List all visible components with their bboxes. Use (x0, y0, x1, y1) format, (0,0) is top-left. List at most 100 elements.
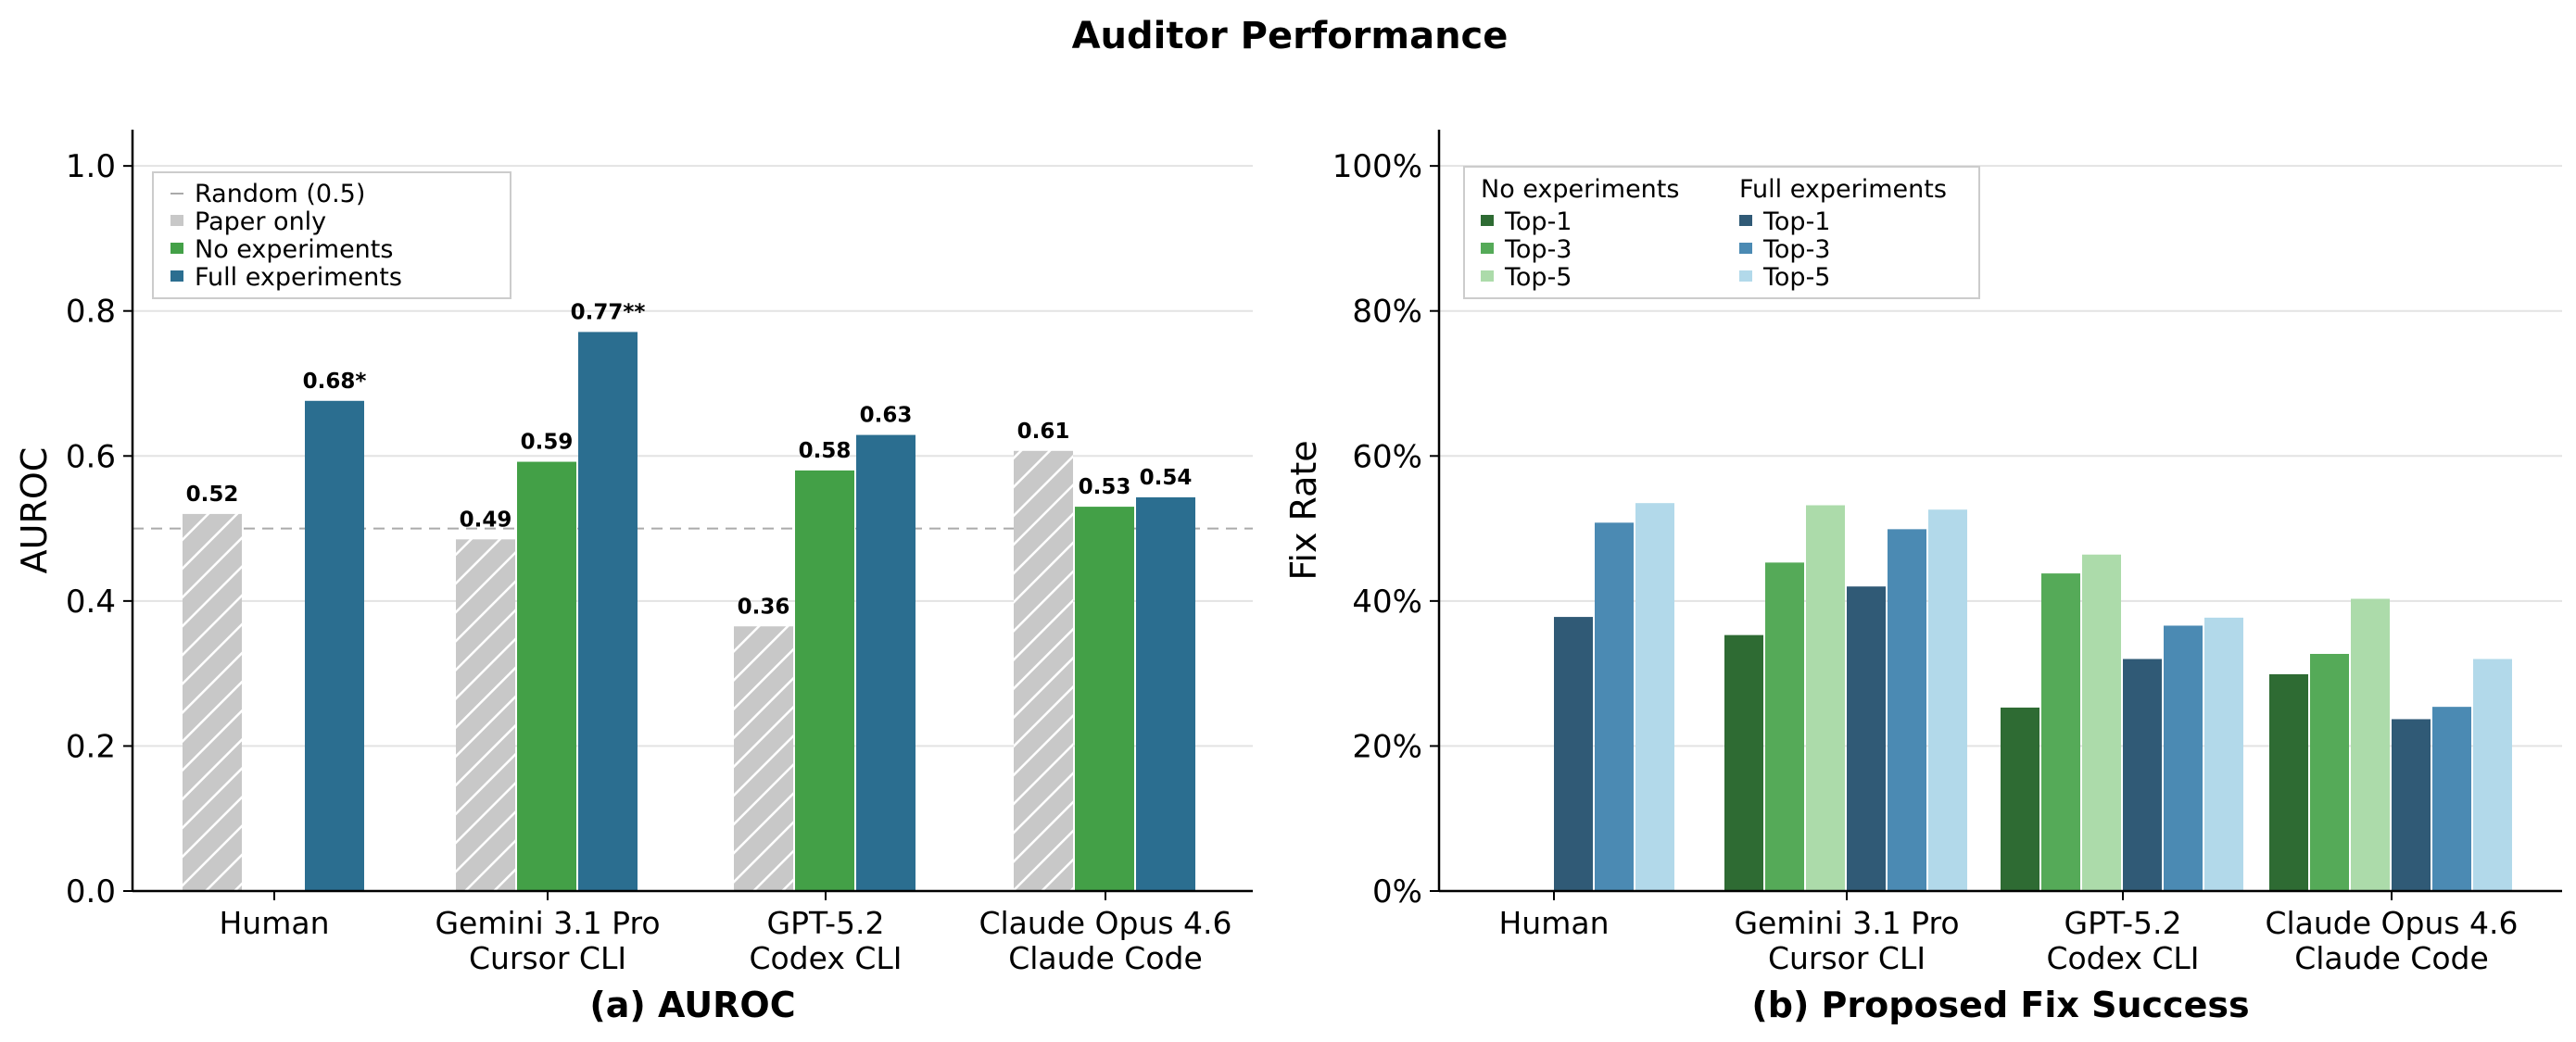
auroc-data-label: 0.52 (186, 483, 239, 507)
fix-caption: (b) Proposed Fix Success (1751, 985, 2249, 1025)
fix-bar (1928, 509, 1967, 891)
x-tick-label: GPT-5.2 (2065, 905, 2182, 941)
legend-label-random: Random (0.5) (195, 180, 365, 208)
fix-bar (2351, 598, 2390, 891)
fix-bar (2392, 719, 2431, 891)
legend-label-no-exp-top1: Top-1 (1504, 207, 1572, 236)
legend-swatch-no-exp-top3 (1481, 243, 1494, 254)
fix-bar (1635, 503, 1674, 891)
auroc-bar (856, 434, 915, 891)
y-tick-label: 0.0 (66, 873, 116, 910)
auroc-bar (1136, 496, 1195, 891)
auroc-data-label: 0.58 (799, 439, 852, 463)
legend-group-title-full-experiments: Full experiments (1739, 175, 1947, 204)
fix-bar (1888, 529, 1926, 891)
legend-swatch-full-exp-top5 (1739, 270, 1752, 282)
fix-success-panel: 0% 20% 40% 60% 80% 100% Human Gemini 3.1 ProCu… (1283, 130, 2562, 1025)
auroc-data-label: 0.49 (460, 508, 512, 532)
fix-bar (1724, 634, 1763, 891)
auroc-bar (734, 626, 793, 891)
y-tick-label: 0.4 (66, 584, 116, 621)
auroc-value-labels: 0.52 0.49 0.36 0.61 0.59 0.58 0.53 0.68* 0.77** 0… (186, 300, 1193, 619)
fix-bar (2001, 707, 2039, 891)
legend-swatch-full-exp-top3 (1739, 243, 1752, 254)
fix-bar (2310, 654, 2349, 891)
auroc-bar (183, 513, 242, 891)
fix-bar (2204, 617, 2243, 891)
auroc-y-axis-label: AUROC (14, 447, 55, 574)
legend-swatch-paper-only (170, 215, 183, 226)
y-tick-label: 0.6 (66, 438, 116, 475)
y-tick-label: 20% (1352, 728, 1422, 765)
legend-label-full-exp-top3: Top-3 (1762, 235, 1830, 264)
fix-y-ticks: 0% 20% 40% 60% 80% 100% (1332, 148, 1439, 910)
legend-swatch-no-exp-top1 (1481, 215, 1494, 226)
legend-label-paper-only: Paper only (195, 207, 326, 236)
legend-group-title-no-experiments: No experiments (1481, 175, 1679, 204)
legend-label-no-exp-top3: Top-3 (1504, 235, 1572, 264)
y-tick-label: 40% (1352, 584, 1422, 621)
fix-bar (2082, 554, 2121, 891)
auroc-data-label: 0.36 (738, 595, 790, 619)
x-tick-label: Human (219, 905, 329, 941)
y-tick-label: 0% (1372, 873, 1422, 910)
x-tick-label: Claude Code (2294, 940, 2489, 976)
fix-bar (2123, 659, 2162, 891)
x-tick-label: Human (1498, 905, 1609, 941)
x-tick-label: Claude Opus 4.6 (979, 905, 1231, 941)
auroc-data-label: 0.61 (1017, 420, 1070, 444)
auroc-data-label: 0.77** (571, 300, 646, 324)
fix-bar (2269, 673, 2308, 891)
x-tick-label: Gemini 3.1 Pro (435, 905, 660, 941)
auroc-bar (517, 461, 576, 891)
auroc-y-ticks: 0.0 0.2 0.4 0.6 0.8 1.0 (66, 148, 133, 910)
legend-swatch-full-exp-top1 (1739, 215, 1752, 226)
fix-bar (1847, 586, 1886, 891)
legend-label-full-exp-top5: Top-5 (1762, 263, 1830, 292)
auroc-data-label: 0.54 (1140, 466, 1193, 490)
auroc-data-label: 0.68* (303, 370, 367, 394)
fix-legend: No experiments Full experiments Top-1 To… (1463, 166, 1980, 299)
x-tick-label: Claude Opus 4.6 (2265, 905, 2518, 941)
y-tick-label: 100% (1332, 148, 1422, 185)
x-tick-label: Codex CLI (2046, 940, 2199, 976)
x-tick-label: Cursor CLI (1768, 940, 1926, 976)
y-tick-label: 1.0 (66, 148, 116, 185)
legend-label-full-experiments: Full experiments (195, 263, 402, 292)
y-tick-label: 60% (1352, 438, 1422, 475)
figure-title: Auditor Performance (1072, 15, 1509, 57)
legend-swatch-no-experiments (170, 243, 183, 254)
auroc-bars (183, 332, 1195, 892)
x-tick-label: GPT-5.2 (767, 905, 885, 941)
fix-bar (2041, 573, 2080, 891)
auroc-bar (305, 400, 364, 891)
fix-bar (2164, 625, 2203, 891)
x-tick-label: Claude Code (1008, 940, 1203, 976)
fix-bar (1806, 505, 1845, 891)
y-tick-label: 80% (1352, 294, 1422, 331)
auroc-data-label: 0.59 (521, 431, 574, 455)
fix-bar (1765, 562, 1804, 891)
x-tick-label: Cursor CLI (469, 940, 626, 976)
fix-axes (1437, 130, 2562, 893)
auroc-bar (1014, 450, 1073, 891)
fix-bar (2432, 707, 2471, 891)
x-tick-label: Codex CLI (749, 940, 902, 976)
auroc-data-label: 0.63 (860, 404, 913, 428)
auroc-bar (1075, 507, 1134, 891)
auroc-bar (578, 332, 638, 892)
fix-bars (1554, 503, 2512, 891)
auroc-caption: (a) AUROC (589, 985, 795, 1025)
auroc-bar (795, 470, 854, 891)
fix-bar (1595, 522, 1634, 891)
fix-bar (1554, 617, 1593, 891)
y-tick-label: 0.8 (66, 294, 116, 331)
fix-y-axis-label: Fix Rate (1283, 440, 1324, 580)
auroc-legend: Random (0.5) Paper only No experiments F… (152, 171, 511, 299)
legend-label-no-experiments: No experiments (195, 235, 393, 264)
legend-swatch-full-experiments (170, 270, 183, 282)
legend-label-no-exp-top5: Top-5 (1504, 263, 1572, 292)
fix-bar (2473, 659, 2512, 891)
